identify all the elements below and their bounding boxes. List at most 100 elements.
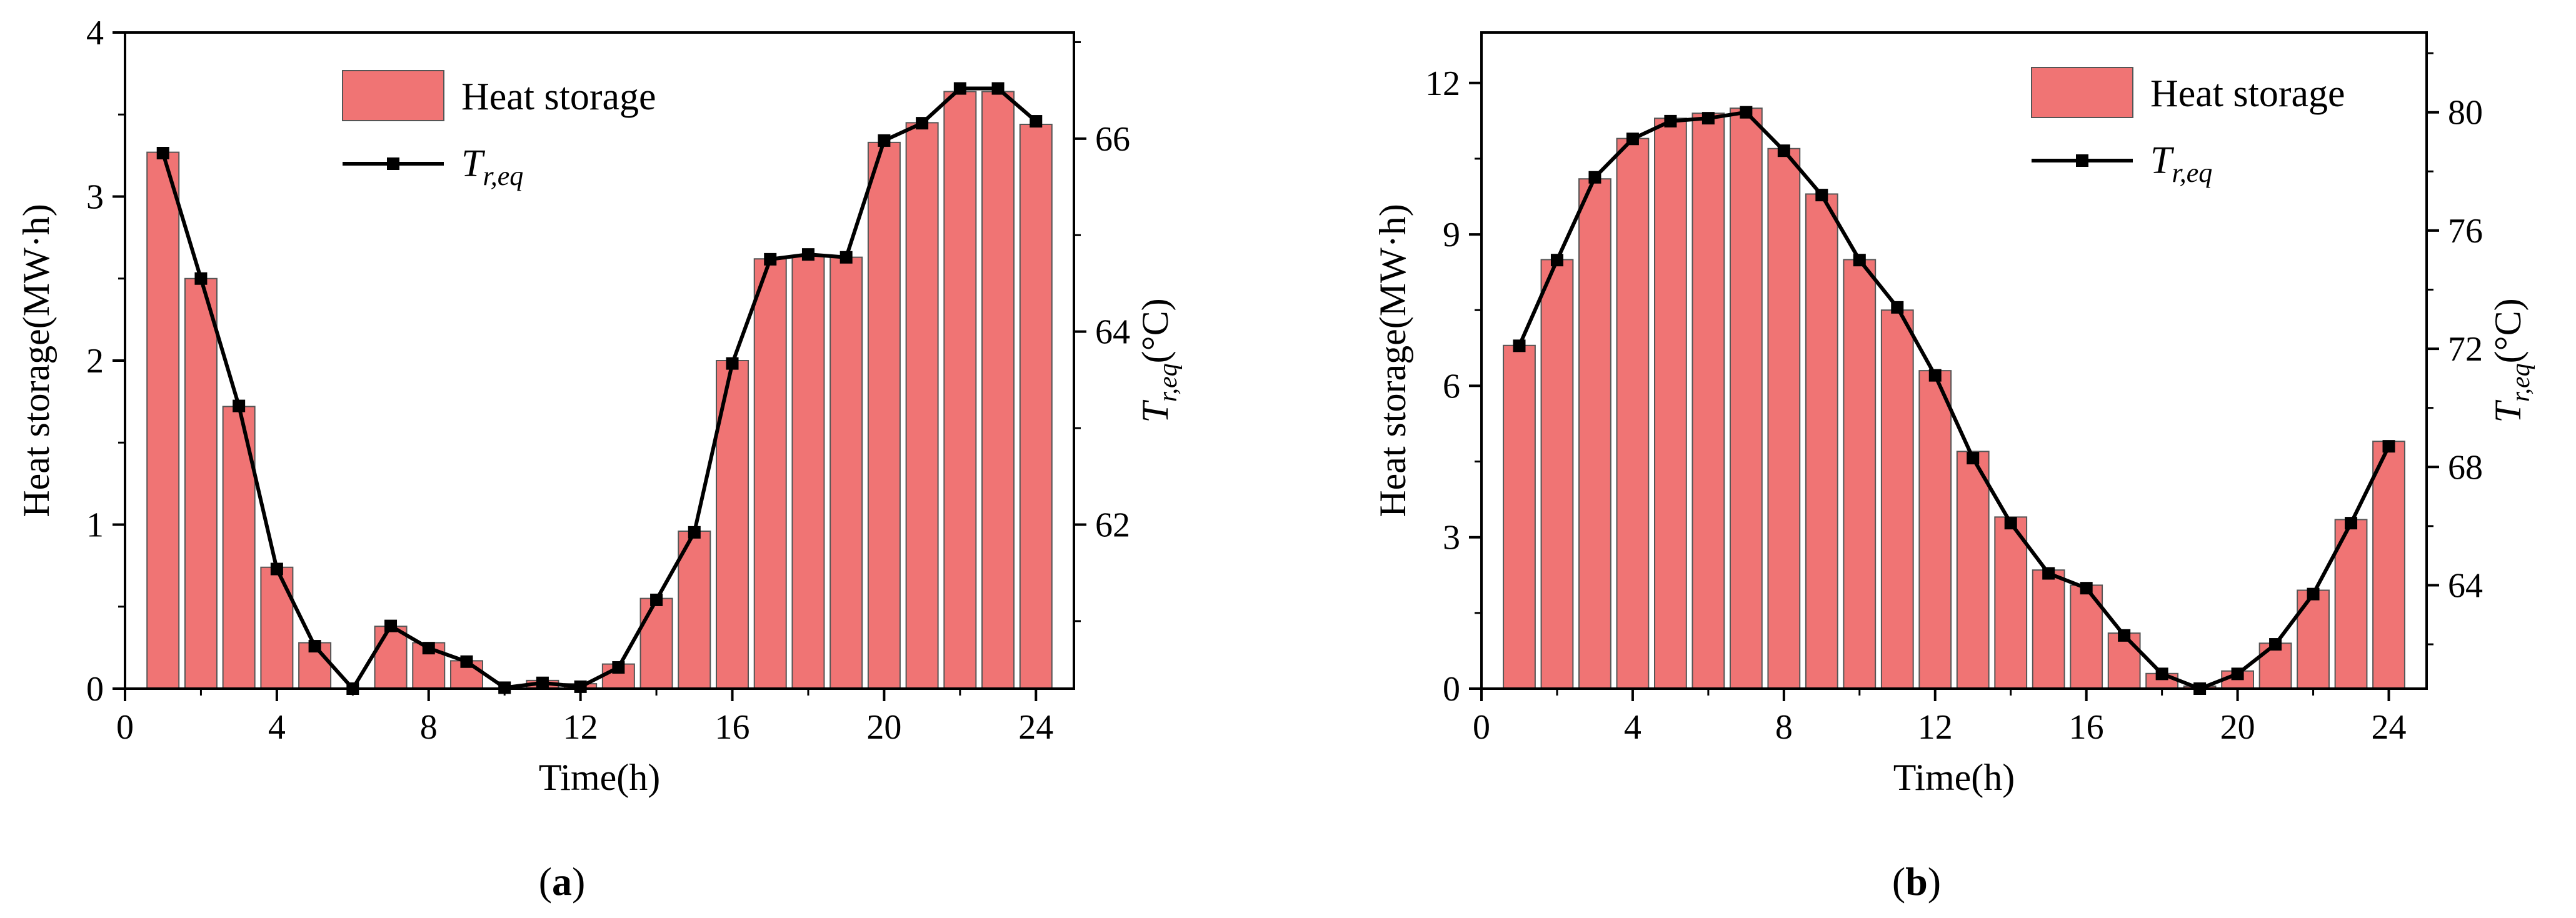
tr-eq-point-t24 (2382, 440, 2395, 453)
y-tick-label: 9 (1443, 216, 1460, 254)
bar-t18 (791, 255, 825, 689)
tr-eq-point-t13 (612, 661, 625, 674)
tr-eq-point-t1 (1513, 339, 1526, 352)
tr-eq-point-t9 (1815, 189, 1828, 202)
tr-eq-point-t14 (650, 593, 663, 606)
y-tick-label: 0 (86, 670, 104, 709)
tr-eq-point-t24 (1030, 115, 1043, 128)
plot-frame (1480, 31, 2428, 690)
bar-t17 (753, 258, 787, 689)
tr-eq-point-t5 (308, 640, 321, 653)
tr-eq-point-t22 (953, 82, 966, 95)
legend-swatch-heat-storage (342, 70, 444, 121)
y2-tick-label: 66 (1095, 120, 1130, 159)
y2-tick-label: 64 (1095, 313, 1130, 352)
bar-t4 (1616, 137, 1650, 689)
tr-eq-point-t16 (726, 357, 739, 370)
x-tick-label: 16 (2069, 708, 2104, 747)
bar-t10 (1843, 259, 1877, 689)
legend-tr-main: T (2150, 139, 2175, 182)
bar-t17 (2107, 632, 2141, 690)
bar-t24 (2372, 441, 2405, 689)
x-tick-label: 24 (2372, 708, 2407, 747)
legend-label-tr-eq: Tr,eq (2150, 139, 2212, 188)
legend-swatch-heat-storage (2031, 67, 2133, 118)
bar-t24 (1019, 124, 1053, 689)
x-tick-label: 4 (268, 708, 286, 747)
tr-eq-point-t3 (1588, 171, 1601, 184)
tr-eq-point-t21 (2269, 638, 2282, 651)
x-tick-label: 20 (2220, 708, 2255, 747)
tr-eq-point-t4 (1626, 132, 1639, 146)
x-tick-label: 16 (715, 708, 750, 747)
tr-eq-point-t1 (156, 147, 169, 160)
tr-eq-point-t22 (2307, 587, 2320, 601)
tr-eq-point-t12 (1928, 369, 1942, 382)
legend: Heat storage Tr,eq (2031, 67, 2345, 188)
tr-eq-point-t19 (839, 251, 853, 264)
legend-tr-main: T (461, 142, 486, 185)
panel-label-letter: a (552, 859, 572, 904)
bar-t13 (1956, 451, 1990, 689)
y2-title-unit: (°C) (1135, 298, 1176, 363)
tr-eq-point-t15 (688, 526, 701, 539)
y2-tick-label: 62 (1095, 506, 1130, 545)
tr-eq-point-t15 (2042, 567, 2055, 580)
tr-eq-point-t7 (384, 619, 398, 632)
y2-title-sub: r,eq (1154, 363, 1183, 402)
y2-tick-label: 80 (2448, 94, 2483, 132)
bar-t2 (184, 277, 218, 689)
bar-t23 (2334, 519, 2368, 689)
tr-eq-point-t9 (460, 655, 473, 668)
legend-label-heat-storage: Heat storage (2150, 72, 2345, 115)
tr-eq-line (161, 86, 1038, 691)
y-tick-label: 4 (86, 14, 104, 52)
panel-label-open: ( (1892, 859, 1905, 904)
y2-tick-label: 72 (2448, 330, 2483, 369)
bar-t19 (829, 256, 863, 690)
legend-label-tr-eq: Tr,eq (461, 142, 523, 191)
panel-label-close: ) (1928, 859, 1941, 904)
bar-t14 (639, 597, 673, 690)
y2-tick-label: 68 (2448, 448, 2483, 487)
legend: Heat storage Tr,eq (342, 70, 656, 191)
bar-t6 (1691, 112, 1725, 690)
tr-eq-point-t4 (270, 562, 283, 576)
tr-eq-point-t2 (1550, 254, 1563, 267)
bar-t1 (1503, 344, 1536, 689)
tr-eq-point-t18 (2155, 667, 2168, 681)
bar-t11 (1880, 309, 1914, 690)
bar-t15 (2032, 569, 2065, 689)
bar-t7 (374, 626, 408, 689)
x-tick-label: 12 (563, 708, 598, 747)
y-tick-label: 3 (86, 178, 104, 217)
bar-t14 (1994, 516, 2028, 689)
tr-eq-point-t10 (1853, 254, 1866, 267)
x-tick-label: 0 (116, 708, 134, 747)
x-tick-label: 8 (1775, 708, 1793, 747)
tr-eq-point-t23 (2345, 517, 2358, 530)
tr-eq-point-t23 (991, 82, 1005, 95)
bar-t3 (1578, 178, 1611, 690)
tr-eq-point-t14 (2004, 517, 2017, 530)
bar-t21 (905, 122, 939, 690)
bar-t9 (1805, 193, 1838, 689)
y2-title-sub: r,eq (2507, 363, 2535, 402)
x-axis-title: Time(h) (539, 757, 660, 798)
tr-eq-point-t17 (764, 252, 777, 266)
bar-t20 (867, 141, 901, 690)
y2-title-main: T (2487, 400, 2528, 423)
y2-axis-title: Tr,eq(°C) (1135, 298, 1183, 422)
tr-eq-point-t16 (2080, 582, 2093, 595)
tr-eq-point-t13 (1967, 452, 1980, 465)
x-tick-label: 12 (1918, 708, 1953, 747)
x-axis-title: Time(h) (1893, 757, 2015, 798)
tr-eq-point-t17 (2118, 629, 2131, 642)
bar-t4 (260, 566, 294, 689)
legend-marker-tr-eq (2076, 154, 2088, 167)
panel-label-open: ( (539, 859, 552, 904)
chart-panel-b: 0 4 8 12 16 20 24 0 3 6 9 12 64 68 72 76 80 Time(h) Heat s… (1372, 31, 2535, 904)
bar-t22 (943, 91, 977, 689)
